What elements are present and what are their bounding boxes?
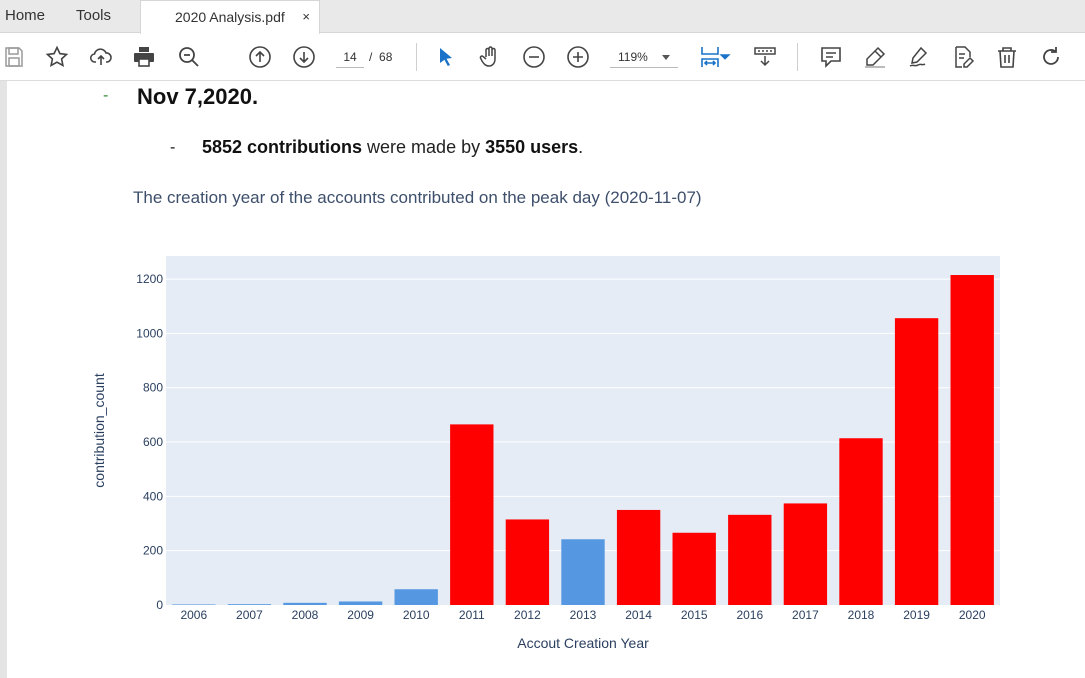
bullet-dash: - [170, 139, 176, 156]
close-tab-icon[interactable]: × [302, 9, 310, 24]
y-axis-label: contribution_count [91, 373, 107, 488]
bar-2007 [227, 604, 272, 605]
y-tick-label: 800 [143, 381, 163, 395]
next-page-icon[interactable] [291, 44, 317, 70]
comment-icon[interactable] [818, 44, 844, 70]
x-tick-label: 2019 [903, 608, 930, 622]
x-tick-label: 2015 [681, 608, 708, 622]
y-tick-label: 200 [143, 544, 163, 558]
bar-2010 [394, 589, 438, 605]
bar-2015 [672, 532, 716, 605]
upload-cloud-icon[interactable] [88, 44, 114, 70]
search-zoom-icon[interactable] [176, 44, 202, 70]
select-cursor-icon[interactable] [433, 44, 459, 70]
tab-home[interactable]: Home [5, 7, 46, 24]
rotate-icon[interactable] [1038, 44, 1064, 70]
zoom-level-select[interactable]: 119% [610, 48, 678, 68]
x-tick-label: 2012 [514, 608, 541, 622]
page-number-input[interactable]: 14 [336, 48, 364, 68]
bullet-dash: - [103, 87, 109, 104]
bar-2011 [450, 424, 494, 605]
print-icon[interactable] [131, 44, 157, 70]
y-tick-label: 600 [143, 435, 163, 449]
sign-icon[interactable] [906, 44, 932, 70]
x-tick-label: 2010 [403, 608, 430, 622]
left-panel-edge [0, 81, 7, 678]
x-tick-label: 2006 [180, 608, 207, 622]
highlight-icon[interactable] [862, 44, 888, 70]
x-tick-label: 2007 [236, 608, 263, 622]
x-tick-label: 2011 [459, 608, 485, 622]
prev-page-icon[interactable] [247, 44, 273, 70]
bar-2013 [561, 539, 605, 605]
contribution-summary: 5852 contributions were made by 3550 use… [202, 137, 584, 157]
tab-bar: Home Tools 2020 Analysis.pdf × [0, 0, 1085, 34]
x-tick-label: 2013 [570, 608, 597, 622]
scroll-mode-icon[interactable] [752, 44, 778, 70]
zoom-in-icon[interactable] [565, 44, 591, 70]
bar-2018 [839, 438, 883, 605]
y-tick-label: 400 [143, 489, 163, 503]
bar-2017 [783, 503, 828, 605]
x-tick-label: 2014 [625, 608, 652, 622]
x-tick-label: 2020 [959, 608, 986, 622]
y-tick-label: 1200 [136, 272, 163, 286]
x-tick-label: 2018 [848, 608, 875, 622]
bookmark-star-icon[interactable] [44, 44, 70, 70]
y-tick-label: 0 [156, 598, 163, 612]
tab-tools[interactable]: Tools [76, 7, 112, 24]
page-total: / 68 [369, 50, 393, 64]
bar-2008 [283, 602, 327, 605]
bar-2016 [728, 514, 772, 605]
bar-2020 [950, 275, 994, 605]
x-tick-label: 2009 [347, 608, 374, 622]
x-axis-label: Accout Creation Year [517, 635, 649, 651]
fit-width-icon[interactable] [697, 44, 723, 70]
zoom-out-icon[interactable] [521, 44, 547, 70]
delete-icon[interactable] [994, 44, 1020, 70]
bar-2019 [894, 318, 939, 605]
tab-document[interactable]: 2020 Analysis.pdf × [140, 0, 320, 34]
edit-pdf-icon[interactable] [950, 44, 976, 70]
bar-2012 [505, 519, 550, 605]
tab-document-label: 2020 Analysis.pdf [175, 9, 285, 25]
hand-icon[interactable] [477, 44, 503, 70]
toolbar: 14 / 68 119% [0, 34, 1085, 81]
bar-2009 [338, 601, 383, 605]
chevron-down-icon [662, 55, 670, 60]
toolbar-divider [797, 43, 798, 71]
date-heading: Nov 7,2020. [137, 84, 259, 109]
toolbar-divider [416, 43, 417, 71]
save-icon[interactable] [1, 44, 27, 70]
x-tick-label: 2008 [292, 608, 319, 622]
chart-title: The creation year of the accounts contri… [133, 188, 702, 207]
x-tick-label: 2017 [792, 608, 819, 622]
x-tick-label: 2016 [736, 608, 763, 622]
bar-2006 [172, 604, 216, 605]
bar-chart: 0 200 400 600 800 1000 1200 2006 2007 2008 2009 201… [91, 256, 1000, 651]
fit-width-dropdown-icon[interactable] [718, 44, 732, 70]
y-tick-label: 1000 [136, 326, 163, 340]
bar-2014 [616, 509, 661, 605]
